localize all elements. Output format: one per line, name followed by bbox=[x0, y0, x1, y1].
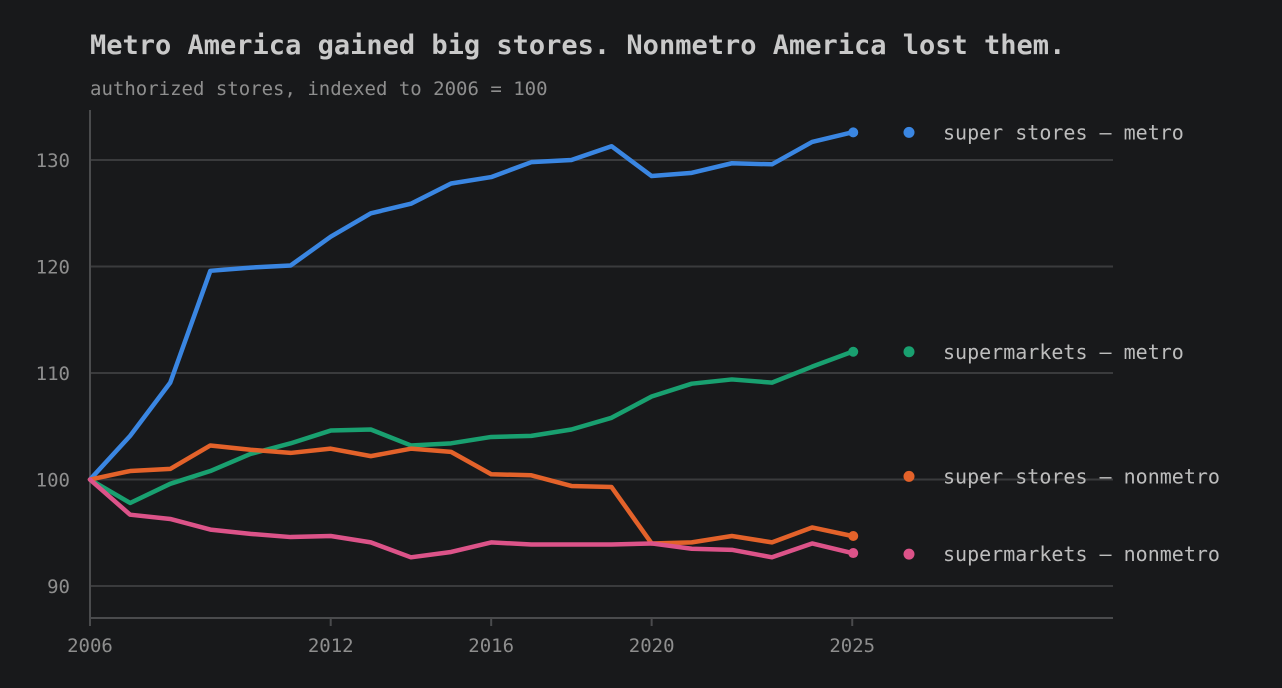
legend-swatch-super-stores-metro bbox=[903, 126, 915, 138]
legend-label-super-stores-metro: super stores — metro bbox=[943, 120, 1184, 144]
series-lines bbox=[87, 127, 859, 560]
tick-labels: 90 100 110 120 130 2006 2012 2016 2020 2025 bbox=[36, 150, 875, 657]
x-tick-label: 2025 bbox=[829, 635, 875, 657]
chart-title: Metro America gained big stores. Nonmetr… bbox=[90, 30, 1065, 61]
endpoint-marker-supermarkets-nonmetro bbox=[848, 548, 859, 559]
x-tick-label: 2016 bbox=[468, 635, 514, 657]
legend-label-super-stores-nonmetro: super stores — nonmetro bbox=[943, 464, 1220, 488]
x-tick-label: 2012 bbox=[308, 635, 354, 657]
y-tick-label: 90 bbox=[47, 576, 70, 598]
legend-label-supermarkets-nonmetro: supermarkets — nonmetro bbox=[943, 542, 1220, 566]
endpoint-marker-super-stores-nonmetro bbox=[848, 530, 859, 541]
gridlines bbox=[90, 159, 1113, 588]
x-tick-label: 2020 bbox=[629, 635, 675, 657]
endpoint-marker-supermarkets-metro bbox=[848, 346, 859, 357]
series-line-super-stores-nonmetro bbox=[87, 443, 855, 546]
legend-swatch-supermarkets-metro bbox=[903, 346, 915, 358]
endpoint-marker-super-stores-metro bbox=[848, 127, 859, 138]
legend-swatch-super-stores-nonmetro bbox=[903, 470, 915, 482]
series-line-supermarkets-nonmetro bbox=[87, 477, 855, 560]
y-tick-label: 100 bbox=[36, 470, 70, 492]
x-tick-label: 2006 bbox=[67, 635, 113, 657]
series-line-super-stores-metro bbox=[87, 130, 855, 482]
y-tick-label: 130 bbox=[36, 150, 70, 172]
y-tick-label: 120 bbox=[36, 257, 70, 279]
legend: super stores — metro supermarkets — metro… bbox=[903, 120, 1220, 566]
axes bbox=[89, 110, 1113, 626]
y-tick-label: 110 bbox=[36, 363, 70, 385]
legend-label-supermarkets-metro: supermarkets — metro bbox=[943, 340, 1184, 364]
legend-swatch-supermarkets-nonmetro bbox=[903, 548, 915, 560]
series-line-supermarkets-metro bbox=[87, 349, 855, 506]
chart-subtitle: authorized stores, indexed to 2006 = 100 bbox=[90, 78, 548, 100]
